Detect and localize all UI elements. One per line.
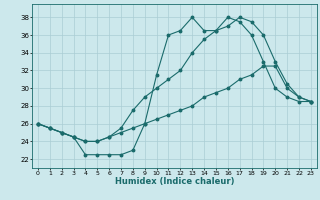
X-axis label: Humidex (Indice chaleur): Humidex (Indice chaleur) <box>115 177 234 186</box>
